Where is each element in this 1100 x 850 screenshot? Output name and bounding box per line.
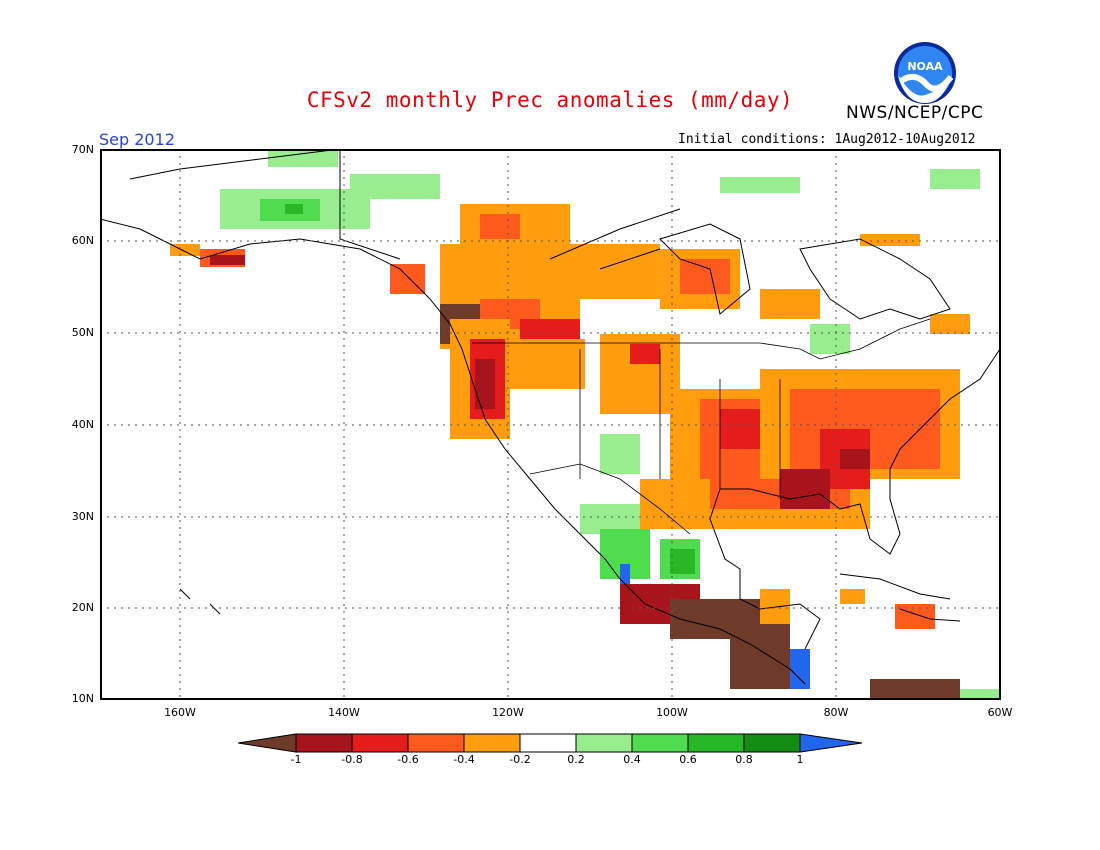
lon-label-160w: 160W xyxy=(164,706,196,719)
colorbar-label: 0.6 xyxy=(679,753,697,766)
colorbar-label: -1 xyxy=(290,753,302,766)
map-frame xyxy=(100,149,1001,700)
colorbar-label: -0.8 xyxy=(341,753,363,766)
graticule xyxy=(100,149,1001,700)
lon-label-120w: 120W xyxy=(492,706,524,719)
lat-label-10n: 10N xyxy=(71,692,94,705)
colorbar-label: -0.6 xyxy=(397,753,419,766)
lat-label-60n: 60N xyxy=(71,234,94,247)
initial-conditions: Initial conditions: 1Aug2012-10Aug2012 xyxy=(678,132,976,147)
colorbar-label: 0.8 xyxy=(735,753,753,766)
lon-label-140w: 140W xyxy=(328,706,360,719)
lat-label-70n: 70N xyxy=(71,143,94,156)
lat-label-30n: 30N xyxy=(71,510,94,523)
precip-anomaly-map xyxy=(100,149,1001,700)
organization-label: NWS/NCEP/CPC xyxy=(846,103,984,123)
lon-label-60w: 60W xyxy=(987,706,1013,719)
lon-label-80w: 80W xyxy=(823,706,849,719)
lon-label-100w: 100W xyxy=(656,706,688,719)
colorbar-label: 1 xyxy=(796,753,804,766)
map-title: CFSv2 monthly Prec anomalies (mm/day) xyxy=(306,88,794,112)
political-borders xyxy=(472,318,931,535)
logo-text: NOAA xyxy=(907,60,943,73)
colorbar-label: 0.2 xyxy=(567,753,585,766)
lat-label-40n: 40N xyxy=(71,418,94,431)
forecast-month: Sep 2012 xyxy=(99,130,175,149)
colorbar-label: -0.4 xyxy=(453,753,475,766)
coastlines xyxy=(100,149,1001,685)
colorbar-label: 0.4 xyxy=(623,753,641,766)
colorbar-high-arrow xyxy=(799,733,863,753)
lat-label-50n: 50N xyxy=(71,326,94,339)
colorbar xyxy=(238,733,863,753)
noaa-logo: NOAA xyxy=(894,42,956,104)
colorbar-label: -0.2 xyxy=(509,753,531,766)
colorbar-low-arrow xyxy=(238,733,297,753)
lat-label-20n: 20N xyxy=(71,601,94,614)
anomaly-shading xyxy=(170,151,1001,700)
